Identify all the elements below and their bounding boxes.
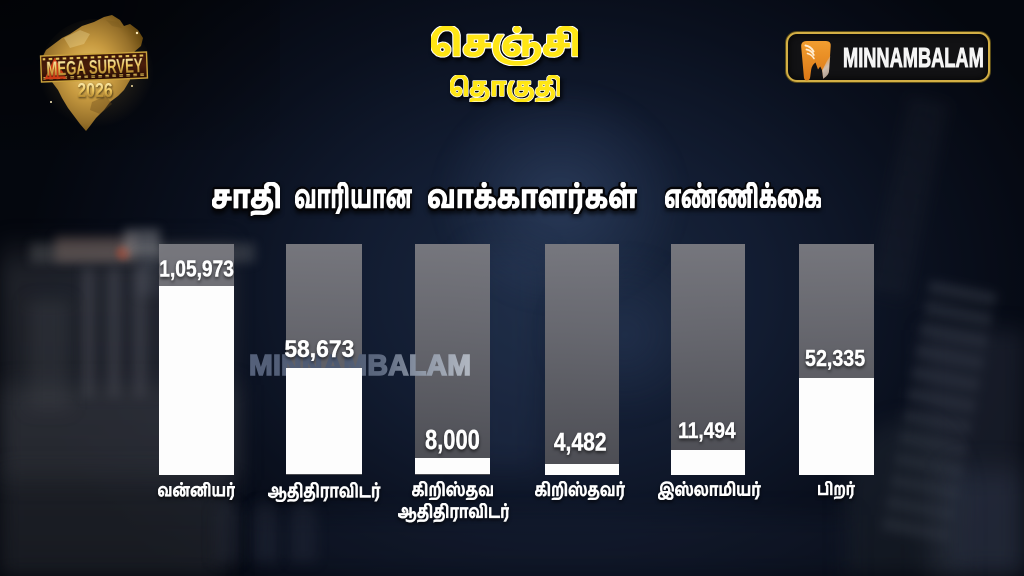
svg-text:2026: 2026	[77, 79, 113, 101]
svg-text:8,000: 8,000	[425, 424, 480, 455]
svg-text:MEGA SURVEY: MEGA SURVEY	[46, 53, 143, 81]
svg-text:1,05,973: 1,05,973	[159, 257, 234, 282]
svg-text:52,335: 52,335	[805, 344, 865, 371]
svg-text:11,494: 11,494	[678, 419, 736, 444]
svg-text:58,673: 58,673	[284, 337, 354, 364]
svg-text:MINNAMBALAM: MINNAMBALAM	[249, 350, 471, 382]
svg-text:4,482: 4,482	[554, 428, 607, 456]
